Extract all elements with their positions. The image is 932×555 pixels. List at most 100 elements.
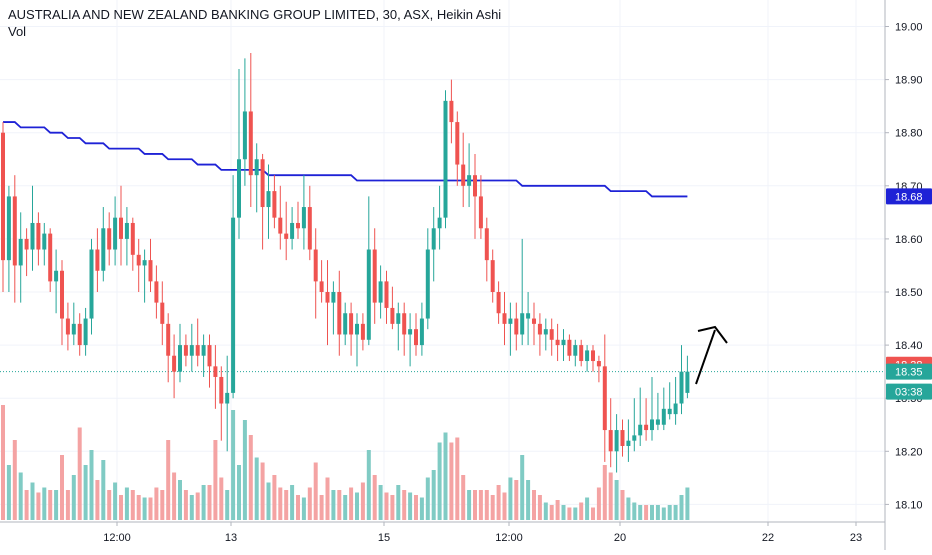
volume-bar (119, 495, 123, 520)
price-tick-label: 18.40 (895, 340, 923, 352)
volume-bar (667, 505, 672, 520)
annotation (695, 325, 728, 385)
candle-body (148, 260, 153, 282)
candle-body (65, 318, 70, 335)
candle-body (543, 329, 548, 335)
candle-body (325, 292, 330, 303)
volume-bar (396, 485, 401, 520)
price-tick-label: 19.00 (895, 22, 923, 34)
candle-body (296, 222, 300, 229)
volume-bar (48, 490, 53, 520)
candle-body (455, 122, 460, 165)
candle-body (107, 228, 112, 250)
volume-bar (543, 502, 548, 520)
volume-bar (484, 490, 489, 520)
candle-body (591, 350, 595, 362)
volume-bar (455, 437, 460, 520)
price-tick-label: 18.80 (895, 128, 923, 140)
volume-bar (189, 495, 194, 520)
volume-bar (284, 490, 289, 520)
volume-bar (390, 495, 395, 520)
volume-bar (449, 442, 454, 520)
candle-body (614, 430, 619, 452)
volume-bar (325, 477, 330, 520)
time-tick-label: 23 (850, 532, 862, 544)
volume-bar (65, 490, 70, 520)
volume-bar (573, 507, 578, 520)
candle-body (585, 350, 590, 362)
candle-body (372, 249, 377, 303)
volume-bar (602, 465, 607, 520)
volume-bar (60, 455, 64, 520)
volume-bar (514, 480, 519, 520)
volume-bar (18, 472, 23, 520)
time-axis[interactable]: 12:00 13 15 12:00 20 22 23 (0, 521, 885, 544)
time-tick-label: 15 (378, 532, 390, 544)
volume-bar (431, 470, 436, 520)
volume-bar (661, 507, 666, 520)
candle-body (579, 345, 584, 362)
candle-body (378, 281, 383, 303)
price-badge-label: 18.68 (895, 191, 923, 203)
candles (1, 53, 690, 473)
volume-bar (142, 497, 147, 520)
candle-body (673, 403, 678, 415)
time-tick-label: 20 (614, 532, 626, 544)
volume-bar (532, 490, 536, 520)
volume-bar (225, 490, 230, 520)
candle-body (213, 366, 218, 377)
volume-bar (160, 490, 165, 520)
volume-bar (585, 497, 590, 520)
volume-bar (650, 505, 654, 520)
volume-bar (6, 465, 11, 520)
volume-bar (36, 492, 41, 520)
candle-body (402, 313, 407, 335)
volume-bar (496, 485, 501, 520)
volume-bar (555, 500, 560, 520)
candle-body (130, 222, 135, 255)
volume-bar (526, 480, 531, 520)
volume-bar (343, 495, 348, 520)
candle-body (638, 424, 643, 436)
volume-bar (195, 492, 200, 520)
volume-bar (301, 497, 306, 520)
ma-line (3, 121, 688, 198)
volume-bar (596, 487, 601, 520)
candle-body (626, 440, 631, 446)
volume-bar (101, 460, 106, 520)
volume-bar (349, 487, 354, 520)
candle-body (431, 228, 436, 250)
price-axis[interactable]: 19.0018.9018.8018.7018.6018.5018.4018.30… (884, 0, 923, 550)
volume-bar (154, 487, 159, 520)
candle-body (685, 371, 690, 393)
candle-body (679, 371, 684, 404)
candle-body (237, 159, 241, 218)
candle-body (160, 302, 165, 324)
volume-bar (473, 490, 477, 520)
candle-body (555, 339, 560, 346)
volume-bar (213, 440, 218, 520)
candle-body (502, 313, 507, 324)
volume-bar (360, 482, 365, 520)
candle-body (437, 217, 442, 229)
arrow-head (697, 325, 728, 344)
chart-title: AUSTRALIA AND NEW ZEALAND BANKING GROUP … (8, 7, 502, 22)
volume-bar (136, 495, 141, 520)
volume-bar (549, 505, 554, 520)
volume-bar (183, 490, 188, 520)
volume-bar (414, 495, 418, 520)
volume-bar (626, 497, 631, 520)
candle-body (414, 329, 418, 346)
volume-bar (130, 490, 135, 520)
volume-bar (307, 487, 312, 520)
candle-body (520, 313, 525, 335)
candle-body (632, 435, 637, 441)
candle-body (231, 217, 236, 393)
volume-bar (248, 435, 253, 520)
candle-body (384, 281, 389, 308)
candle-body (201, 345, 206, 356)
volume-bar (579, 502, 584, 520)
volume-bar (355, 492, 359, 520)
